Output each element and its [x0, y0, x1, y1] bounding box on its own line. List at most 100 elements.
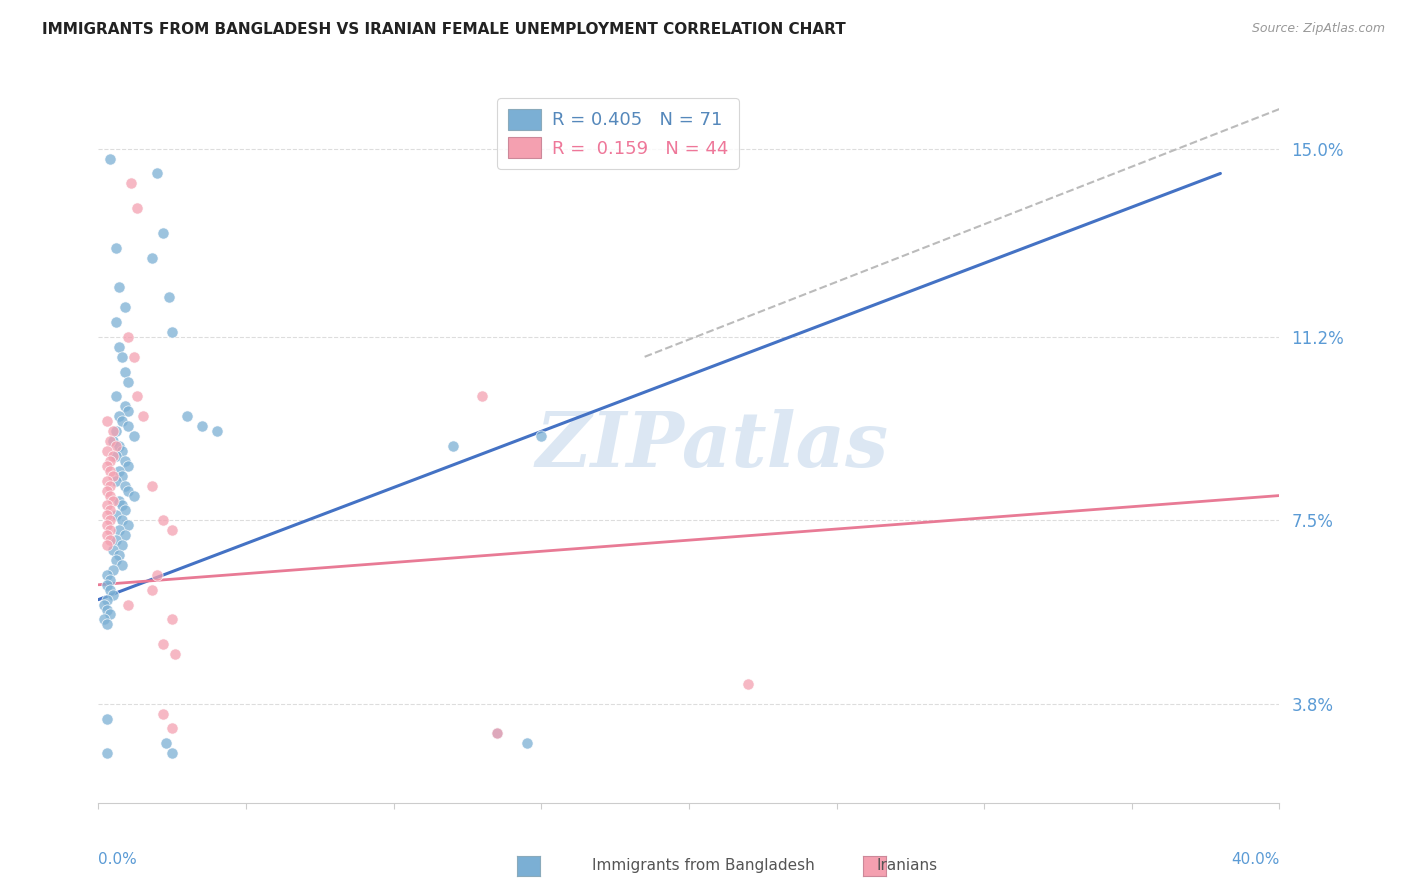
Point	[157, 290, 180, 304]
Point	[737, 677, 759, 691]
Point	[152, 706, 174, 721]
Point	[114, 400, 136, 414]
Point	[105, 553, 128, 567]
Point	[103, 424, 125, 438]
Point	[122, 429, 145, 443]
Point	[108, 409, 131, 424]
Point	[111, 414, 134, 428]
Point	[96, 578, 118, 592]
Point	[111, 350, 134, 364]
Point	[98, 513, 121, 527]
Point	[98, 607, 121, 622]
Point	[146, 166, 169, 180]
Point	[103, 434, 125, 448]
Point	[111, 538, 134, 552]
Point	[117, 419, 139, 434]
Point	[117, 330, 139, 344]
Point	[141, 582, 163, 597]
Point	[96, 508, 118, 523]
Point	[96, 458, 118, 473]
Point	[111, 513, 134, 527]
Point	[103, 493, 125, 508]
Point	[141, 478, 163, 492]
Point	[96, 414, 118, 428]
Point	[146, 567, 169, 582]
Point	[98, 523, 121, 537]
Point	[114, 300, 136, 314]
Point	[98, 503, 121, 517]
Point	[98, 573, 121, 587]
Point	[108, 464, 131, 478]
Point	[105, 241, 128, 255]
Point	[96, 617, 118, 632]
Point	[103, 543, 125, 558]
Point	[96, 444, 118, 458]
Point	[165, 647, 187, 661]
Text: ZIPatlas: ZIPatlas	[536, 409, 889, 483]
Point	[120, 177, 142, 191]
Point	[117, 458, 139, 473]
Point	[441, 439, 464, 453]
Point	[93, 598, 115, 612]
Point	[125, 389, 148, 403]
Point	[93, 612, 115, 626]
Point	[162, 746, 183, 760]
Point	[98, 152, 121, 166]
Point	[125, 201, 148, 215]
Point	[191, 419, 214, 434]
Point	[155, 736, 177, 750]
Point	[105, 533, 128, 548]
Text: Immigrants from Bangladesh: Immigrants from Bangladesh	[592, 858, 814, 872]
Point	[141, 251, 163, 265]
Point	[96, 602, 118, 616]
Point	[117, 375, 139, 389]
Point	[117, 404, 139, 418]
Point	[515, 736, 537, 750]
Point	[98, 478, 121, 492]
Point	[111, 499, 134, 513]
Point	[105, 439, 128, 453]
Text: 40.0%: 40.0%	[1232, 853, 1279, 867]
Point	[98, 489, 121, 503]
Point	[117, 483, 139, 498]
Point	[103, 449, 125, 463]
Text: Iranians: Iranians	[876, 858, 938, 872]
Point	[162, 325, 183, 339]
Point	[471, 389, 494, 403]
Text: Source: ZipAtlas.com: Source: ZipAtlas.com	[1251, 22, 1385, 36]
Point	[96, 538, 118, 552]
Point	[105, 389, 128, 403]
Point	[108, 493, 131, 508]
Point	[105, 508, 128, 523]
Point	[162, 612, 183, 626]
Point	[176, 409, 198, 424]
Point	[98, 434, 121, 448]
Point	[105, 449, 128, 463]
Point	[114, 528, 136, 542]
Point	[105, 315, 128, 329]
Point	[205, 424, 228, 438]
Point	[152, 226, 174, 240]
Point	[111, 444, 134, 458]
Point	[96, 746, 118, 760]
Point	[98, 582, 121, 597]
Point	[108, 548, 131, 562]
Point	[117, 598, 139, 612]
Point	[114, 478, 136, 492]
Point	[96, 499, 118, 513]
Point	[96, 474, 118, 488]
Legend: R = 0.405   N = 71, R =  0.159   N = 44: R = 0.405 N = 71, R = 0.159 N = 44	[498, 98, 738, 169]
Point	[486, 726, 509, 740]
Point	[103, 468, 125, 483]
Point	[122, 350, 145, 364]
Point	[117, 518, 139, 533]
Point	[530, 429, 553, 443]
Point	[96, 592, 118, 607]
Point	[98, 464, 121, 478]
Point	[111, 468, 134, 483]
Point	[105, 424, 128, 438]
Point	[132, 409, 155, 424]
Point	[162, 722, 183, 736]
Point	[122, 489, 145, 503]
Point	[96, 518, 118, 533]
